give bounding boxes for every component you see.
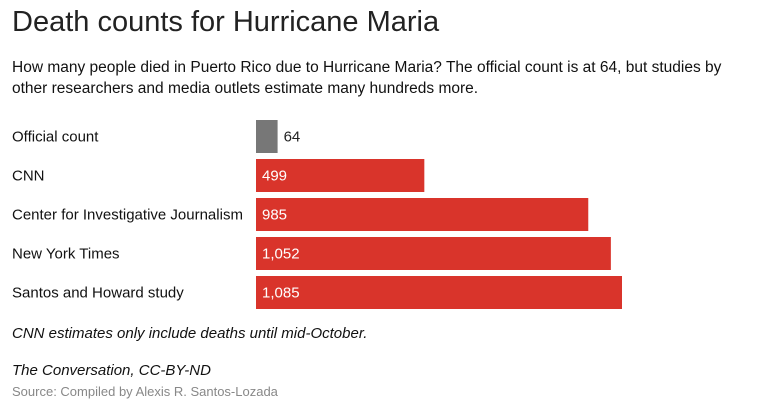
chart-subtitle: How many people died in Puerto Rico due …: [12, 59, 722, 97]
category-label: CNN: [12, 168, 45, 185]
bar: [256, 120, 278, 153]
bar: [256, 237, 611, 270]
category-label: Santos and Howard study: [12, 285, 184, 302]
credit: The Conversation, CC-BY-ND: [12, 362, 211, 379]
bar: [256, 198, 589, 231]
value-label: 64: [284, 129, 301, 146]
category-label: Center for Investigative Journalism: [12, 207, 243, 224]
category-label: New York Times: [12, 246, 120, 263]
value-label: 985: [262, 207, 287, 224]
category-label: Official count: [12, 129, 99, 146]
bar: [256, 276, 622, 309]
footnote: CNN estimates only include deaths until …: [12, 325, 368, 342]
source: Source: Compiled by Alexis R. Santos-Loz…: [12, 384, 278, 399]
bar: [256, 159, 425, 192]
chart-title: Death counts for Hurricane Maria: [12, 6, 440, 38]
value-label: 1,052: [262, 246, 300, 263]
value-label: 1,085: [262, 285, 300, 302]
value-label: 499: [262, 168, 287, 185]
